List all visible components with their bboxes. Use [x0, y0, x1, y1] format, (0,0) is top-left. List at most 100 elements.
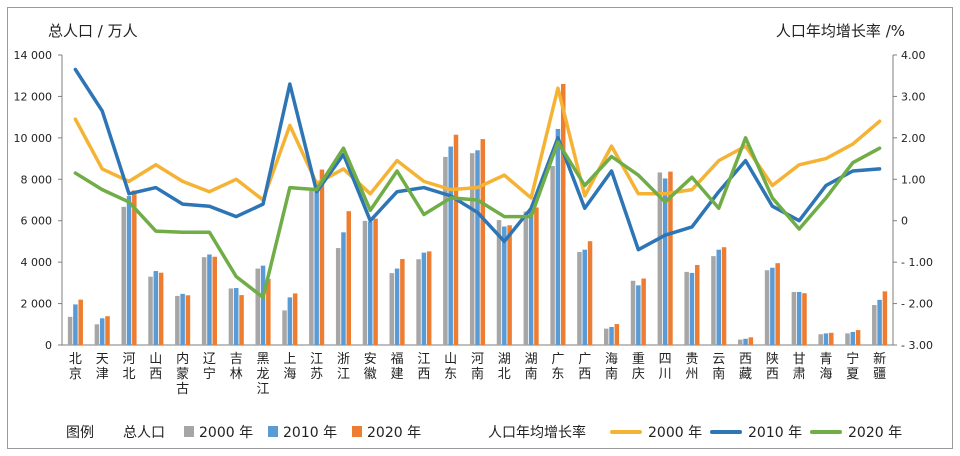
legend-bar-label: 2010 年 [283, 425, 337, 441]
x-tick-label: 四川 [659, 352, 672, 382]
bar-2000年-10 [335, 248, 341, 345]
bar-2000年-20 [603, 328, 609, 345]
line-series-2000年 [73, 86, 882, 202]
right-tick-label: 1.00 [901, 173, 926, 186]
bar-2010年-26 [770, 267, 775, 345]
right-tick-label: - 1.00 [901, 256, 933, 269]
bar-2000年-26 [764, 270, 770, 345]
x-tick-label: 陕西 [766, 352, 779, 382]
bar-2010年-18 [555, 128, 561, 345]
bar-2000年-4 [175, 295, 180, 345]
bar-2020年-7 [266, 278, 271, 345]
bar-2010年-15 [475, 150, 480, 345]
bar-2020年-12 [400, 259, 405, 345]
bar-2020年-6 [239, 295, 244, 345]
bar-2020年-10 [346, 211, 352, 345]
bars [67, 84, 888, 345]
x-tick-label: 贵州 [685, 352, 698, 382]
bar-2010年-14 [448, 146, 453, 345]
right-tick-label: 3.00 [901, 90, 926, 103]
bar-2020年-30 [882, 291, 888, 345]
bar-2000年-7 [255, 268, 260, 345]
x-tick-label: 天津 [96, 352, 109, 382]
bar-2010年-2 [126, 196, 132, 345]
right-tick-label: 0 [901, 215, 908, 228]
bar-2010年-11 [368, 221, 373, 345]
bar-2000年-9 [309, 190, 314, 345]
x-tick-label: 山东 [444, 352, 457, 382]
x-tick-label: 河北 [123, 352, 136, 382]
x-tick-label: 浙江 [337, 352, 350, 382]
bar-2020年-11 [373, 218, 378, 345]
x-tick-label: 山西 [149, 352, 162, 382]
legend-bar-label: 2000 年 [199, 425, 253, 441]
x-tick-label: 北京 [69, 352, 82, 382]
x-tick-label: 青海 [819, 352, 832, 382]
bar-2010年-24 [716, 249, 722, 345]
bar-2020年-3 [158, 272, 164, 345]
left-tick-label: 0 [45, 339, 52, 352]
x-tick-label: 河南 [471, 352, 484, 382]
bar-2010年-30 [877, 299, 882, 345]
bar-2000年-28 [818, 334, 823, 345]
lines [73, 67, 882, 300]
bar-2020年-8 [292, 293, 298, 345]
x-tick-label: 黑龙江 [257, 352, 270, 397]
x-tick-label: 重庆 [632, 351, 645, 382]
bar-2010年-25 [743, 338, 748, 345]
bar-2010年-7 [260, 265, 266, 345]
bar-2020年-15 [480, 139, 486, 345]
bar-2010年-20 [609, 326, 614, 345]
bar-2020年-2 [132, 190, 137, 345]
bar-2000年-15 [469, 153, 475, 345]
bar-2020年-24 [721, 247, 727, 345]
bar-2000年-16 [496, 220, 502, 345]
legend-line-label: 2000 年 [648, 425, 702, 441]
bar-2020年-26 [775, 263, 780, 345]
bar-2020年-9 [319, 169, 325, 345]
bar-2020年-4 [185, 295, 191, 345]
bar-2000年-18 [550, 166, 555, 345]
bar-2000年-22 [657, 172, 663, 345]
bar-2000年-23 [684, 271, 689, 345]
right-axis-title: 人口年均增长率 /% [776, 22, 905, 40]
x-tick-label: 湖南 [525, 352, 538, 382]
bar-2010年-5 [207, 254, 212, 345]
bar-2000年-11 [362, 220, 368, 345]
x-tick-label: 海南 [605, 352, 618, 382]
x-tick-label: 福建 [391, 352, 404, 382]
bar-2020年-17 [534, 207, 539, 345]
bar-2000年-27 [791, 291, 797, 345]
x-tick-label: 云南 [712, 352, 725, 382]
bar-2000年-13 [416, 259, 421, 345]
legend-line-label: 2020 年 [848, 425, 902, 441]
legend-bar-swatch [184, 426, 194, 437]
right-tick-label: 2.00 [901, 132, 926, 145]
legend-bar-label: 2020 年 [367, 425, 421, 441]
bar-2000年-1 [94, 324, 100, 345]
x-tick-label: 西藏 [739, 352, 752, 382]
x-tick-label: 安徽 [364, 352, 377, 382]
x-tick-label: 广西 [578, 352, 591, 382]
x-tick-label: 宁夏 [846, 351, 859, 382]
bar-2010年-12 [394, 268, 400, 345]
legend-title: 图例 [66, 425, 94, 441]
legend-line-group-label: 人口年均增长率 [488, 424, 586, 441]
bar-2010年-8 [287, 297, 293, 345]
bar-2000年-3 [148, 276, 153, 345]
bar-2020年-0 [78, 299, 83, 345]
bar-2010年-3 [153, 271, 159, 345]
right-tick-label: - 2.00 [901, 298, 933, 311]
left-tick-label: 10 000 [14, 132, 53, 145]
bar-2010年-16 [502, 226, 507, 345]
bar-2000年-30 [872, 305, 877, 345]
legend-bar-swatch [352, 426, 362, 437]
bar-2000年-0 [67, 316, 73, 345]
left-tick-label: 8 000 [21, 173, 53, 186]
bar-2020年-28 [829, 332, 834, 345]
bar-2010年-29 [850, 331, 856, 345]
bar-2020年-21 [641, 278, 646, 345]
bar-2010年-10 [341, 232, 346, 345]
